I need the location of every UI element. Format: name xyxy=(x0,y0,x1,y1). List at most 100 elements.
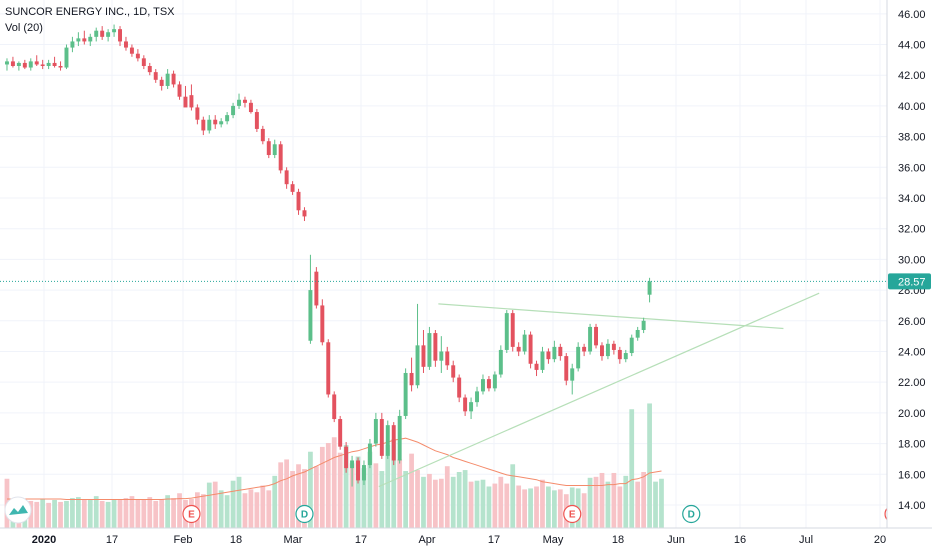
candle-body xyxy=(492,374,497,389)
candle xyxy=(617,346,622,364)
volume-bar xyxy=(641,472,646,528)
candle-body xyxy=(564,356,569,381)
price-tick-label: 40.00 xyxy=(898,101,926,113)
time-tick-label: 17 xyxy=(488,534,500,546)
volume-bar xyxy=(444,466,450,528)
candle-body xyxy=(350,460,355,469)
candle-body xyxy=(266,141,271,156)
candle-body xyxy=(469,402,474,412)
candle xyxy=(373,412,378,447)
candle xyxy=(177,81,182,100)
price-tick-label: 42.00 xyxy=(898,70,926,82)
volume-legend[interactable]: Vol (20) xyxy=(5,22,43,34)
candle-body xyxy=(147,66,152,73)
time-tick-label: Mar xyxy=(284,534,303,546)
time-axis[interactable]: 2020 17 Feb 18 Mar 17 Apr 17 May 18 Jun 16 Jul 20 xyxy=(32,534,886,546)
volume-bar xyxy=(236,476,242,528)
time-tick-label: Feb xyxy=(174,534,193,546)
volume-bar xyxy=(46,502,51,528)
candle xyxy=(70,36,75,53)
candle-body xyxy=(231,105,236,116)
time-tick-label: 17 xyxy=(355,534,367,546)
candle-body xyxy=(141,58,146,66)
volume-bar xyxy=(343,444,349,528)
volume-bar xyxy=(415,470,420,528)
candle xyxy=(611,340,616,355)
candle-body xyxy=(391,425,396,461)
candle-body xyxy=(415,345,420,386)
candle xyxy=(356,457,360,484)
candle xyxy=(475,386,479,407)
candle xyxy=(320,299,325,346)
candle-body xyxy=(70,41,75,48)
candle-body xyxy=(248,102,253,113)
price-tick-label: 44.00 xyxy=(898,40,926,52)
time-tick-label: 17 xyxy=(106,534,118,546)
volume-bar xyxy=(492,483,498,528)
candle-body xyxy=(284,170,289,185)
candle xyxy=(296,188,301,215)
candle xyxy=(552,340,557,363)
candle xyxy=(344,442,349,473)
candle-body xyxy=(302,210,307,217)
candle xyxy=(94,27,99,42)
volume-bar xyxy=(361,468,367,528)
candle xyxy=(266,138,271,159)
volume-bar xyxy=(546,486,551,528)
volume-bar xyxy=(486,486,492,528)
candle xyxy=(219,118,224,128)
candle-body xyxy=(171,73,176,85)
volume-bar xyxy=(135,500,141,528)
trendline[interactable] xyxy=(378,292,820,488)
candle-body xyxy=(445,351,450,366)
candle-body xyxy=(647,281,652,295)
candle-body xyxy=(207,119,212,131)
earnings-marker[interactable]: E xyxy=(182,504,201,524)
candle-body xyxy=(516,346,521,352)
volume-bar xyxy=(337,452,343,528)
candle xyxy=(64,44,69,70)
candle-body xyxy=(522,334,527,352)
dividend-marker[interactable]: D xyxy=(295,504,314,524)
time-tick-label: Apr xyxy=(418,534,435,546)
candle-body xyxy=(177,84,182,97)
candle xyxy=(189,84,194,111)
event-marker-circle xyxy=(682,504,701,524)
volume-bar xyxy=(409,453,414,528)
symbol-header[interactable]: SUNCOR ENERGY INC., 1D, TSX xyxy=(5,6,175,18)
volume-bar xyxy=(427,473,432,528)
candle xyxy=(332,391,337,423)
candle-body xyxy=(338,419,343,447)
candle xyxy=(379,412,384,459)
candle-body xyxy=(118,29,122,42)
price-tick-label: 16.00 xyxy=(898,469,926,481)
volume-bar xyxy=(421,476,426,528)
volume-bar xyxy=(653,481,658,528)
candle-body xyxy=(40,64,45,66)
volume-bar xyxy=(218,490,224,528)
candle-body xyxy=(356,460,360,481)
tradingview-logo-icon[interactable] xyxy=(4,496,32,524)
volume-bar xyxy=(611,472,617,528)
candle-body xyxy=(106,32,111,37)
volume-bar xyxy=(129,496,135,528)
candle-body xyxy=(213,119,218,125)
trendline[interactable] xyxy=(438,303,784,330)
dividend-marker[interactable]: D xyxy=(682,504,701,524)
candle-body xyxy=(641,320,646,330)
candle xyxy=(522,330,527,355)
candle-body xyxy=(475,391,479,403)
volume-bar xyxy=(105,501,111,528)
earnings-marker[interactable]: E xyxy=(563,504,582,524)
candle-body xyxy=(528,334,533,364)
time-tick-label: 16 xyxy=(734,534,746,546)
candle xyxy=(201,116,206,136)
trendlines[interactable] xyxy=(378,292,820,488)
volume-bar xyxy=(397,459,403,528)
candle-body xyxy=(88,36,93,42)
volume-bar xyxy=(438,478,444,528)
volume-bar xyxy=(254,492,260,528)
volume-bar xyxy=(319,446,325,528)
candle-body xyxy=(594,326,598,346)
